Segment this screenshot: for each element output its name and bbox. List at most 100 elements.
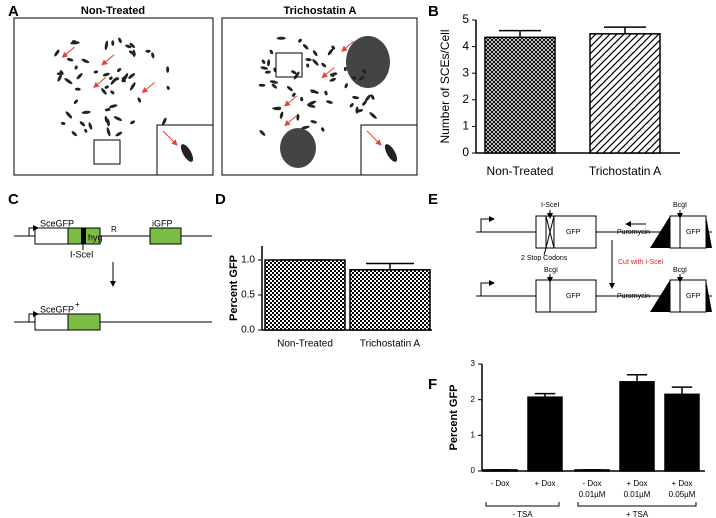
error-bar [499, 29, 541, 38]
group-bracket [485, 502, 560, 507]
error-bar [534, 392, 556, 398]
error-bar [626, 373, 648, 382]
y-tick-label: 0 [471, 466, 476, 475]
chromosome [118, 37, 122, 44]
y-tick-label: 2 [471, 395, 476, 404]
arrow [366, 130, 382, 146]
chromosome [104, 40, 109, 51]
chromosome [93, 70, 99, 74]
arrow [321, 67, 335, 79]
chromosome [54, 49, 60, 57]
chromosome [301, 125, 310, 130]
diagram-label: BcgI [673, 267, 687, 274]
chromosome [311, 89, 315, 94]
chromosome [355, 109, 364, 113]
arrow [341, 40, 355, 52]
chromosome [369, 112, 377, 119]
chromosome [106, 127, 111, 137]
bar [619, 381, 655, 472]
chromosome [359, 75, 365, 81]
micrograph-title: Trichostatin A [284, 5, 357, 17]
micrograph-title: Non-Treated [81, 5, 145, 17]
diagram-label: 2 Stop Codons [521, 255, 568, 262]
chromosome [329, 77, 336, 82]
chromosome [102, 72, 110, 77]
arrow [284, 95, 298, 107]
chromosome [258, 83, 266, 87]
group-bracket [577, 502, 697, 507]
diagram-label: GFP [566, 293, 581, 300]
chromosome [121, 79, 126, 83]
arrow [101, 54, 115, 66]
x-tick-label: - Dox [490, 479, 509, 488]
bar [589, 33, 661, 154]
diagram-label: GFP [686, 229, 701, 236]
chromosome [352, 95, 360, 100]
chromosome [66, 57, 74, 62]
chromosome [269, 49, 274, 55]
chromosome [261, 59, 266, 64]
chromosome [300, 96, 304, 102]
x-tick-label: Non-Treated [277, 339, 333, 350]
panel-label: E [428, 191, 438, 208]
nucleus [346, 36, 390, 88]
chromosome [273, 106, 282, 110]
group-label: - TSA [512, 510, 533, 518]
y-tick-label: 1.0 [241, 255, 255, 266]
group-label: + TSA [626, 510, 649, 518]
diagram-label: SceGFP [40, 304, 74, 314]
chromosome [104, 108, 111, 112]
chromosome [364, 94, 371, 102]
bar [349, 269, 431, 331]
chromosome [145, 49, 151, 53]
chromosome [264, 70, 271, 74]
y-tick-label: 1 [471, 430, 476, 439]
diagram-e: I-SceI GFP Puromycin BcgI GFP 2 Stop Cod… [476, 202, 712, 313]
chromosome [331, 72, 338, 76]
y-axis-label: Percent GFP [448, 384, 460, 450]
chromosome [307, 104, 316, 108]
chromosome [128, 50, 136, 56]
chromosome [384, 144, 398, 162]
error-bar [604, 26, 646, 34]
chromosome [71, 131, 77, 137]
chromosome [352, 76, 357, 80]
chromosome [310, 120, 317, 124]
chromosome [123, 73, 129, 81]
error-bar [366, 262, 414, 270]
x-tick-label: Non-Treated [487, 164, 554, 178]
nucleus [280, 128, 316, 168]
diagram-label: iGFP [152, 218, 173, 228]
chromosome [327, 48, 334, 56]
y-tick-label: 3 [462, 65, 469, 79]
chromosome [110, 77, 117, 85]
diagram-c: SceGFP hyg R iGFP I-SceI SceGFP + [14, 218, 212, 331]
chromosome [111, 40, 115, 46]
arrow [162, 130, 178, 146]
chromosome [326, 100, 333, 104]
chromosome [321, 127, 325, 132]
chromosome [71, 40, 77, 44]
chromosome [129, 82, 136, 91]
chromosome [312, 59, 319, 66]
chromosome [361, 69, 367, 74]
chromosome [370, 94, 375, 100]
chromosome [130, 120, 136, 125]
diagram-label: BcgI [673, 202, 687, 209]
diagram-label: BcgI [544, 267, 558, 274]
arrow [141, 82, 155, 94]
diagram-label: Puromycin [617, 229, 650, 236]
chromosome [344, 83, 348, 89]
chromosome [312, 50, 318, 57]
diagram-label: hyg [88, 232, 103, 242]
chromosome [113, 116, 123, 121]
chromosome [259, 129, 266, 136]
x-tick-label: - Dox [582, 479, 601, 488]
bar [264, 259, 346, 331]
chromosome [324, 90, 328, 96]
diagram-label: + [75, 300, 80, 309]
chromosome [362, 100, 367, 106]
chromosome [106, 118, 110, 127]
diagram-label: GFP [686, 293, 701, 300]
chromosome [79, 121, 86, 127]
